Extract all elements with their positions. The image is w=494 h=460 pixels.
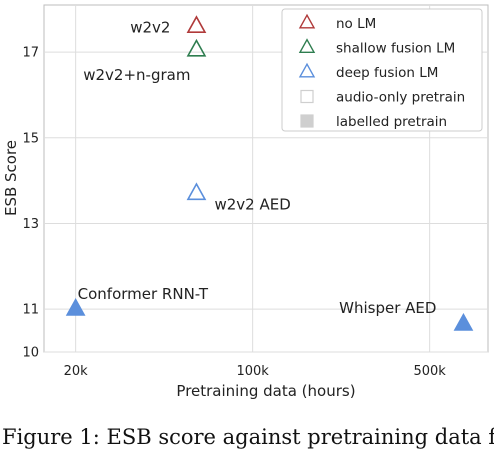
y-tick-label: 13 (22, 217, 39, 232)
y-tick-label: 15 (22, 131, 39, 146)
data-point-label: w2v2+n-gram (83, 66, 190, 84)
data-point-marker (186, 182, 207, 201)
y-axis-label: ESB Score (2, 140, 20, 216)
grid-lines (44, 5, 488, 353)
legend-label: deep fusion LM (336, 65, 438, 81)
figure-caption: Figure 1: ESB score against pretraining … (2, 425, 494, 449)
x-axis-label: Pretraining data (hours) (176, 382, 355, 400)
x-tick-label: 20k (64, 364, 89, 379)
data-point-marker (186, 38, 207, 57)
legend-label: labelled pretrain (336, 114, 447, 130)
x-tick-label: 500k (413, 364, 446, 379)
legend-label: no LM (336, 16, 376, 32)
data-point-label: Conformer RNN-T (78, 285, 209, 303)
legend-marker (298, 62, 316, 78)
legend-label: audio-only pretrain (336, 90, 465, 106)
legend-marker (300, 114, 314, 128)
data-point-label: w2v2 AED (214, 195, 290, 213)
legend-marker (300, 89, 314, 104)
legend: no LM shallow fusion LM deep fusion LM audi… (281, 8, 483, 132)
data-point-label: w2v2 (130, 18, 170, 36)
legend-label: shallow fusion LM (336, 41, 455, 57)
y-tick-label: 10 (22, 346, 39, 361)
data-point-marker (65, 298, 86, 316)
y-axis-ticks: 10 11 13 15 17 (22, 46, 39, 361)
data-points: w2v2 w2v2+n-gram w2v2 AED Conformer RNN-T Wh… (65, 15, 474, 331)
y-tick-label: 17 (22, 46, 39, 61)
legend-box (281, 8, 483, 132)
data-point-marker (186, 15, 207, 34)
y-tick-label: 11 (22, 303, 39, 318)
legend-marker (298, 13, 316, 29)
data-point-marker (453, 313, 474, 331)
x-tick-label: 100k (236, 364, 269, 379)
legend-marker (298, 38, 316, 53)
x-axis-ticks: 20k 100k 500k (64, 364, 447, 379)
data-point-label: Whisper AED (339, 299, 436, 317)
